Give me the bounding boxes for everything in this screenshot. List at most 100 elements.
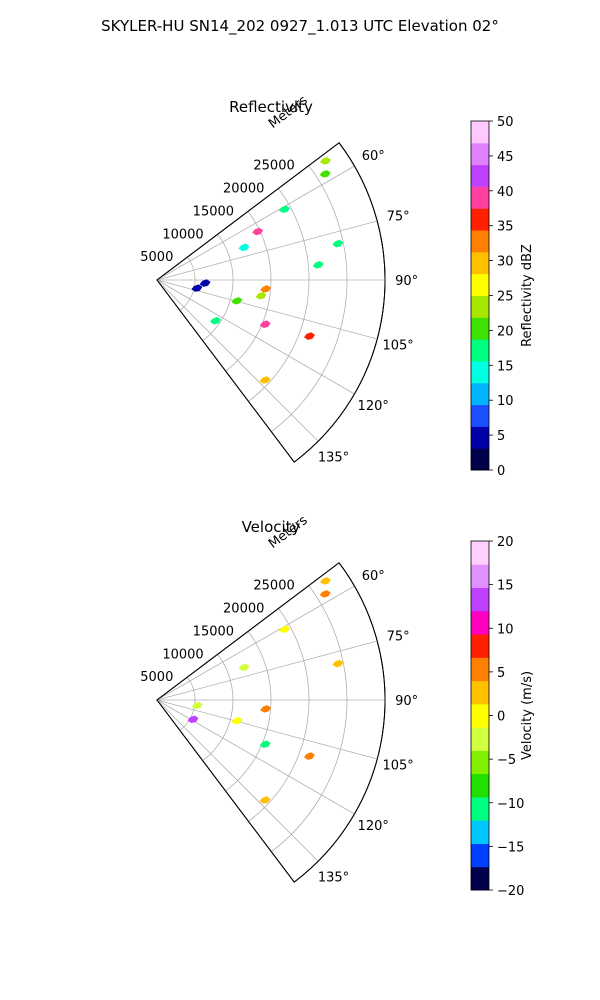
range-ring — [248, 188, 310, 402]
echo-mark — [191, 284, 203, 292]
sector-border — [156, 562, 386, 883]
colorbar-tick-label: 0 — [497, 464, 505, 479]
azimuth-spoke — [156, 220, 378, 281]
colorbar-segment — [471, 382, 489, 406]
colorbar-tick-label: 40 — [497, 185, 514, 200]
colorbar-segment — [471, 866, 489, 891]
azimuth-tick-label: 120° — [358, 399, 389, 414]
sector-border — [156, 142, 386, 463]
colorbar-segment — [471, 230, 489, 253]
azimuth-tick-label: 105° — [382, 759, 413, 774]
azimuth-spoke — [156, 585, 355, 701]
range-tick-label: 5000 — [140, 670, 173, 685]
echo-mark — [259, 796, 271, 804]
radar-panel: Reflectivity 5000 10000 15000 20000 25000 60° 7… — [140, 93, 535, 479]
range-tick-label: 15000 — [193, 624, 234, 639]
echo-mark — [191, 701, 203, 710]
range-tick-label: 15000 — [193, 204, 234, 219]
range-ring — [202, 234, 234, 342]
colorbar-segment — [471, 703, 489, 728]
colorbar-tick-label: 20 — [497, 535, 514, 550]
sector-outline — [156, 142, 386, 463]
panel-title: Velocity — [242, 518, 301, 536]
colorbar-segment — [471, 843, 489, 868]
radar-panel: Velocity 5000 10000 15000 20000 25000 60° 75° 90… — [140, 513, 535, 899]
range-ring — [271, 165, 348, 433]
colorbar-segment — [471, 295, 489, 318]
range-tick-label: 10000 — [162, 647, 203, 662]
colorbar-tick-label: 20 — [497, 324, 514, 339]
azimuth-tick-label: 90° — [395, 694, 418, 709]
colorbar-segment — [471, 750, 489, 775]
colorbar-segment — [471, 773, 489, 798]
azimuth-tick-label: 135° — [318, 451, 349, 466]
echo-mark — [231, 297, 243, 305]
colorbar-tick-label: 45 — [497, 150, 514, 165]
colorbar-segment — [471, 657, 489, 682]
colorbar-tick-label: 5 — [497, 429, 505, 444]
colorbar-segment — [471, 610, 489, 635]
range-ring — [248, 608, 310, 822]
azimuth-tick-label: 75° — [387, 629, 410, 644]
echo-mark — [210, 316, 222, 325]
range-ring — [202, 654, 234, 762]
colorbar-tick-label: 15 — [497, 359, 514, 374]
echo-mark — [231, 717, 243, 725]
echo-mark — [259, 320, 271, 328]
colorbar-segment — [471, 796, 489, 821]
colorbar-tick-label: 5 — [497, 666, 505, 681]
echo-mark — [303, 752, 315, 760]
azimuth-spoke — [156, 165, 355, 281]
colorbar-segment — [471, 142, 489, 166]
range-ring — [271, 585, 348, 853]
range-tick-label: 25000 — [253, 579, 294, 594]
echo-mark — [332, 659, 344, 668]
azimuth-tick-label: 75° — [387, 209, 410, 224]
echo-mark — [238, 663, 250, 672]
colorbar-segment — [471, 317, 489, 340]
echo-mark — [238, 243, 250, 252]
colorbar-segment — [471, 121, 489, 144]
azimuth-tick-label: 105° — [382, 339, 413, 354]
colorbar-segment — [471, 541, 489, 565]
echo-mark — [187, 715, 199, 724]
echo-mark — [259, 740, 271, 748]
colorbar-tick-label: 0 — [497, 710, 505, 725]
echo-mark — [319, 577, 331, 585]
colorbar-segment — [471, 727, 489, 751]
colorbar-tick-label: 15 — [497, 579, 514, 594]
colorbar-tick-label: 35 — [497, 220, 514, 235]
colorbar-segment — [471, 164, 489, 187]
azimuth-spoke — [156, 279, 319, 442]
colorbar-segment — [471, 587, 489, 612]
colorbar-tick-label: 50 — [497, 115, 514, 130]
echo-mark — [252, 227, 264, 236]
echo-mark — [255, 291, 267, 300]
colorbar-tick-label: −5 — [497, 753, 516, 768]
colorbar-tick-label: 10 — [497, 622, 514, 637]
colorbar-segment — [471, 426, 489, 449]
echo-mark — [279, 205, 291, 214]
azimuth-tick-label: 60° — [362, 569, 385, 584]
echo-mark — [199, 279, 211, 287]
echo-mark — [260, 705, 272, 713]
echo-mark — [260, 285, 272, 293]
colorbar-segment — [471, 339, 489, 362]
range-tick-label: 10000 — [162, 227, 203, 242]
colorbar-segment — [471, 564, 489, 589]
panel-title: Reflectivity — [229, 98, 313, 116]
colorbar-tick-label: −10 — [497, 797, 524, 812]
echo-mark — [319, 157, 331, 165]
colorbar-label: Velocity (m/s) — [520, 671, 535, 760]
echo-mark — [259, 376, 271, 384]
echo-mark — [319, 590, 331, 598]
echo-mark — [303, 332, 315, 340]
azimuth-spoke — [156, 279, 355, 395]
range-tick-label: 20000 — [223, 602, 264, 617]
figure-title: SKYLER-HU SN14_202 0927_1.013 UTC Elevat… — [101, 17, 499, 36]
colorbar-segment — [471, 251, 489, 275]
range-ring — [179, 256, 196, 311]
colorbar-segment — [471, 186, 489, 209]
colorbar-label: Reflectivity dBZ — [520, 244, 535, 347]
